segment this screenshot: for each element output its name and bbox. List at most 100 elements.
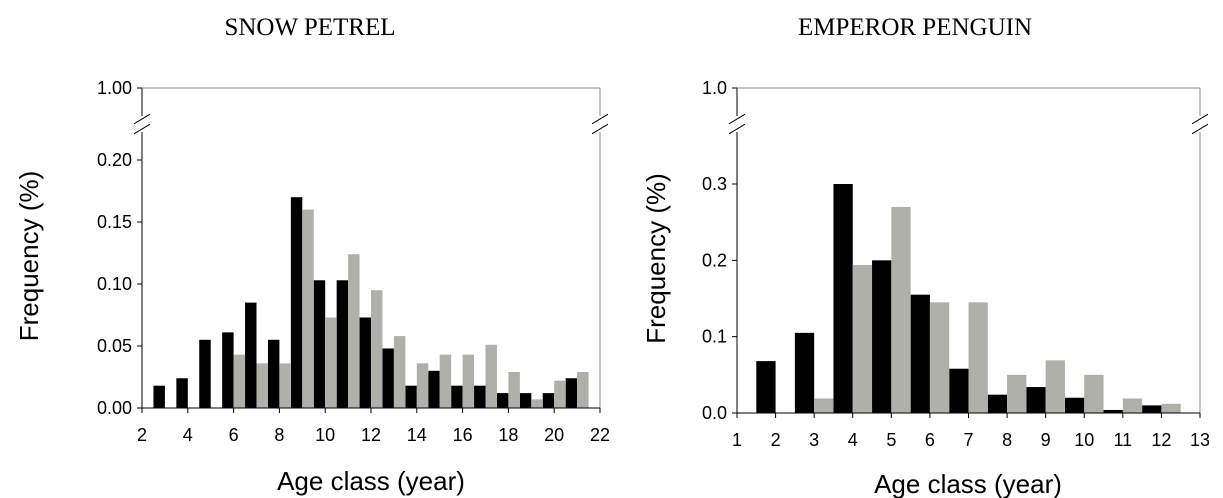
y-tick-label: 0.1 [702,327,727,347]
bar-series-2 [485,344,497,408]
chart-title: EMPEROR PENGUIN [798,14,1032,41]
bar-series-1 [1103,409,1123,413]
bar-series-1 [756,361,776,413]
x-tick-label: 2 [771,430,781,450]
axis-break-mark [133,123,151,135]
bar-series-2 [256,363,268,408]
bar-series-2 [348,254,360,408]
bar-series-1 [1142,405,1162,413]
bar-series-2 [302,209,314,408]
x-tick-label: 14 [407,425,427,445]
x-tick-label: 12 [1151,430,1171,450]
bar-series-2 [814,398,834,413]
x-tick-label: 16 [453,425,473,445]
bar-series-2 [891,206,911,413]
bar-series-1 [405,385,417,408]
bar-series-2 [1045,360,1065,413]
x-tick-label: 6 [925,430,935,450]
bar-series-1 [542,393,555,408]
bar-series-1 [519,393,532,408]
x-tick-label: 8 [274,425,284,445]
bar-series-2 [371,290,383,408]
bar-series-2 [279,363,291,408]
bar-series-2 [577,372,589,408]
x-tick-label: 1 [732,430,742,450]
bar-series-1 [872,260,892,413]
x-axis-label: Age class (year) [874,469,1062,498]
bar-series-2 [1161,403,1181,413]
bar-series-2 [393,336,406,408]
x-tick-label: 12 [361,425,381,445]
bar-series-1 [949,368,969,413]
axis-break-mark [1191,123,1209,135]
bar-series-2 [929,302,950,413]
y-tick-label: 0.05 [97,336,132,356]
bar-series-1 [176,378,188,408]
bar-series-1 [359,317,371,408]
bar-series-1 [565,378,578,408]
x-tick-label: 3 [809,430,819,450]
bar-series-1 [987,394,1008,413]
y-tick-label-top: 1.0 [702,78,727,98]
axis-break-mark [591,113,609,125]
bar-series-2 [462,354,475,408]
bar-series-2 [531,399,543,408]
x-tick-label: 4 [183,425,193,445]
bar-series-2 [325,317,337,408]
bar-series-2 [1084,374,1104,413]
x-tick-label: 22 [590,425,610,445]
x-tick-label: 13 [1190,430,1210,450]
bar-series-1 [153,385,165,408]
bar-series-1 [1026,387,1046,413]
bar-series-1 [794,332,815,413]
bar-series-2 [416,363,429,408]
x-tick-label: 18 [498,425,518,445]
bar-series-2 [852,264,873,413]
bar-series-1 [382,348,394,408]
y-tick-label: 0.3 [702,174,727,194]
bar-series-1 [267,339,280,408]
chart-panel-1: SNOW PETREL 0.00 0.05 0.10 0.15 0.20 1.00 2 4 6 8 1… [14,14,610,496]
bar-series-1 [199,339,211,408]
x-tick-label: 6 [229,425,239,445]
x-tick-label: 4 [848,430,858,450]
x-tick-label: 10 [315,425,335,445]
y-tick-label: 0.2 [702,250,727,270]
bar-series-1 [336,280,349,408]
x-tick-label: 20 [544,425,564,445]
bar-series-1 [910,294,930,413]
y-tick-label-top: 1.00 [97,78,132,98]
bar-series-2 [508,372,520,408]
x-tick-label: 8 [1002,430,1012,450]
bar-series-1 [290,197,303,408]
axis-break-mark [591,123,609,135]
chart-title: SNOW PETREL [224,14,395,41]
bar-series-2 [439,354,452,408]
y-tick-label: 0.20 [97,150,132,170]
axis-break-mark [1191,113,1209,125]
axis-break-mark [728,113,746,125]
x-tick-label: 11 [1113,430,1132,450]
bar-series-1 [451,385,463,408]
bar-series-2 [968,302,988,413]
y-tick-label: 0.0 [702,403,727,423]
x-tick-label: 2 [137,425,147,445]
bar-series-2 [1007,374,1027,413]
bar-series-1 [496,393,509,408]
bar-series-2 [554,380,566,408]
bar-series-1 [245,302,257,408]
bar-series-1 [474,385,486,408]
bar-series-1 [428,370,440,408]
y-axis-label: Frequency (%) [14,171,44,342]
x-tick-label: 9 [1041,430,1051,450]
bar-series-1 [1064,397,1085,413]
y-tick-label: 0.15 [97,212,132,232]
x-tick-label: 7 [963,430,973,450]
y-tick-label: 0.10 [97,274,132,294]
bar-series-2 [233,354,246,408]
x-tick-label: 5 [886,430,896,450]
bar-series-1 [222,332,234,408]
y-tick-label: 0.00 [97,398,132,418]
